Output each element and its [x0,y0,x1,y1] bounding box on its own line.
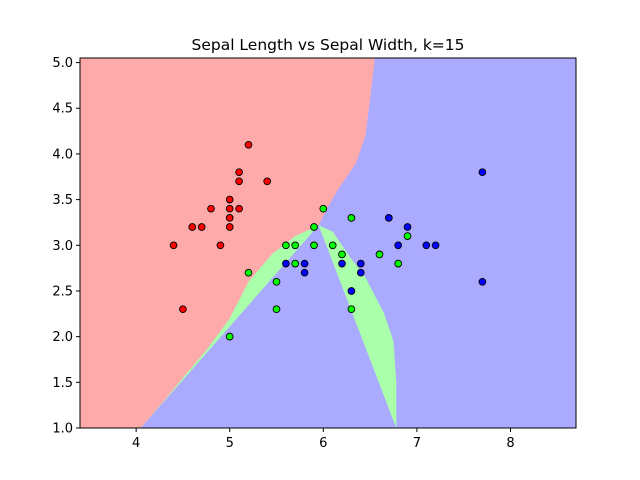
y-tick-label-0: 1.0 [52,422,73,437]
point-green-14 [375,250,384,259]
point-green-12 [347,214,356,222]
point-blue-11 [431,241,440,250]
point-blue-3 [338,259,346,268]
point-red-0 [169,241,178,250]
x-tick-label-1: 5 [226,436,234,451]
x-tick-label-2: 6 [319,436,327,451]
point-blue-2 [300,268,309,277]
region-red [80,58,375,428]
point-red-12 [235,204,243,213]
point-green-3 [272,305,281,314]
point-blue-9 [403,223,412,231]
x-axis: 4 5 6 7 8 [132,428,515,451]
point-red-10 [235,168,243,177]
y-tick-label-6: 4.0 [52,147,73,162]
point-red-9 [225,223,234,231]
y-tick-label-3: 2.5 [52,284,73,299]
point-green-16 [403,232,412,240]
point-green-0 [225,332,234,341]
y-tick-label-1: 1.5 [52,376,73,391]
point-blue-5 [356,259,365,268]
point-green-10 [328,241,337,250]
point-green-13 [347,305,356,314]
point-blue-7 [384,214,393,222]
point-green-9 [319,204,328,213]
x-tick-label-0: 4 [132,436,140,451]
point-green-5 [291,241,300,250]
y-tick-label-4: 3.0 [52,239,73,254]
region-green [140,225,397,428]
point-blue-4 [347,287,356,295]
y-tick-label-5: 3.5 [52,193,73,208]
y-tick-label-7: 4.5 [52,102,73,117]
point-blue-13 [478,277,487,286]
point-green-1 [244,268,253,277]
point-red-4 [207,204,215,213]
x-tick-label-3: 7 [413,436,421,451]
decision-regions [80,58,576,428]
data-points [169,140,487,341]
point-green-7 [310,223,318,231]
point-blue-12 [478,168,487,177]
point-green-11 [338,250,346,259]
point-red-6 [225,195,234,204]
point-green-4 [282,241,290,250]
point-blue-1 [300,259,309,268]
point-blue-0 [282,259,290,268]
y-axis: 1.0 1.5 2.0 2.5 3.0 3.5 4.0 4.5 5.0 [52,56,80,437]
point-blue-6 [356,268,365,277]
point-red-14 [263,177,272,186]
y-tick-label-2: 2.0 [52,330,73,345]
point-green-6 [291,259,300,268]
chart-title: Sepal Length vs Sepal Width, k=15 [191,36,464,54]
axes-frame [79,57,577,429]
point-red-7 [225,204,234,213]
point-green-2 [272,277,281,286]
point-red-11 [235,177,243,186]
point-red-1 [179,305,187,314]
point-green-15 [394,259,403,268]
point-red-5 [216,241,225,250]
y-tick-label-8: 5.0 [52,56,73,71]
point-blue-8 [394,241,403,250]
point-red-2 [188,223,197,231]
x-tick-label-4: 8 [506,436,514,451]
point-red-3 [197,223,206,231]
point-blue-10 [422,241,431,250]
point-red-13 [244,140,253,149]
point-green-8 [310,241,318,250]
point-red-8 [225,214,234,222]
